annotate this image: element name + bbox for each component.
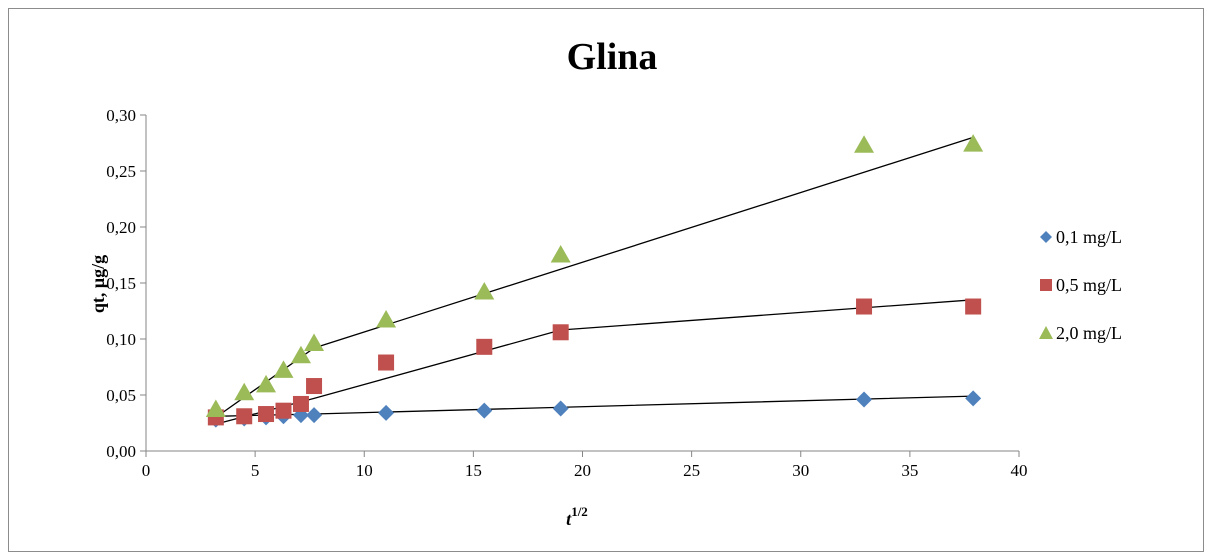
data-point <box>306 378 323 395</box>
chart-title: Glina <box>567 36 658 78</box>
trendline <box>215 299 974 425</box>
y-tick-label: 0,15 <box>106 274 136 293</box>
data-point <box>376 309 397 328</box>
data-point <box>273 360 294 378</box>
data-point <box>256 374 277 393</box>
y-tick-label: 0,00 <box>106 442 136 461</box>
data-point <box>304 333 325 351</box>
data-point <box>306 407 323 424</box>
x-axis-title-sup: 1/2 <box>571 504 588 519</box>
y-tick-label: 0,10 <box>106 330 136 349</box>
x-axis-title: t1/2 <box>566 504 588 529</box>
data-point <box>258 406 275 423</box>
legend-marker <box>1039 326 1053 339</box>
data-point <box>476 338 493 355</box>
data-point <box>856 391 873 408</box>
data-point <box>552 400 569 417</box>
y-tick-label: 0,30 <box>106 106 136 125</box>
legend-marker <box>1040 231 1052 243</box>
chart-frame: Glina 0,00 0,05 0,10 0,15 0,20 0,25 0,30 0 5 10 15… <box>8 8 1204 552</box>
data-point <box>856 298 873 315</box>
data-point <box>292 395 309 412</box>
x-tick-label: 15 <box>465 461 482 480</box>
x-tick-label: 35 <box>901 461 918 480</box>
data-point <box>963 134 984 152</box>
x-tick-label: 5 <box>251 461 260 480</box>
y-axis-title: qt, μg/g <box>88 255 108 313</box>
axes: 0,00 0,05 0,10 0,15 0,20 0,25 0,30 0 5 10 15 20 25 30… <box>106 106 1027 480</box>
data-point <box>205 399 226 418</box>
data-point <box>552 324 569 341</box>
data-point <box>275 402 292 419</box>
data-point <box>965 390 982 407</box>
data-point <box>854 135 875 153</box>
trendline <box>215 136 974 418</box>
y-tick-label: 0,25 <box>106 162 136 181</box>
x-tick-label: 40 <box>1011 461 1028 480</box>
data-point <box>290 345 311 364</box>
data-point <box>378 404 395 421</box>
legend-label: 0,5 mg/L <box>1056 275 1122 295</box>
chart-svg: Glina 0,00 0,05 0,10 0,15 0,20 0,25 0,30 0 5 10 15… <box>88 36 1122 529</box>
data-point <box>965 298 982 315</box>
legend-marker <box>1040 279 1052 291</box>
data-point <box>476 402 493 419</box>
x-tick-label: 10 <box>356 461 373 480</box>
data-point <box>474 281 495 300</box>
legend-label: 0,1 mg/L <box>1056 227 1122 247</box>
x-tick-label: 20 <box>574 461 591 480</box>
x-tick-label: 0 <box>142 461 151 480</box>
data-point <box>550 245 571 263</box>
data-point <box>236 408 253 425</box>
trendlines <box>215 136 974 425</box>
data-point <box>234 382 255 401</box>
x-axis-title-main: t <box>566 509 572 529</box>
legend: 0,1 mg/L 0,5 mg/L 2,0 mg/L <box>1039 227 1122 343</box>
x-tick-label: 30 <box>792 461 809 480</box>
y-tick-label: 0,20 <box>106 218 136 237</box>
y-tick-label: 0,05 <box>106 386 136 405</box>
x-tick-label: 25 <box>683 461 700 480</box>
data-markers <box>205 134 984 428</box>
data-point <box>378 354 395 371</box>
legend-label: 2,0 mg/L <box>1056 323 1122 343</box>
